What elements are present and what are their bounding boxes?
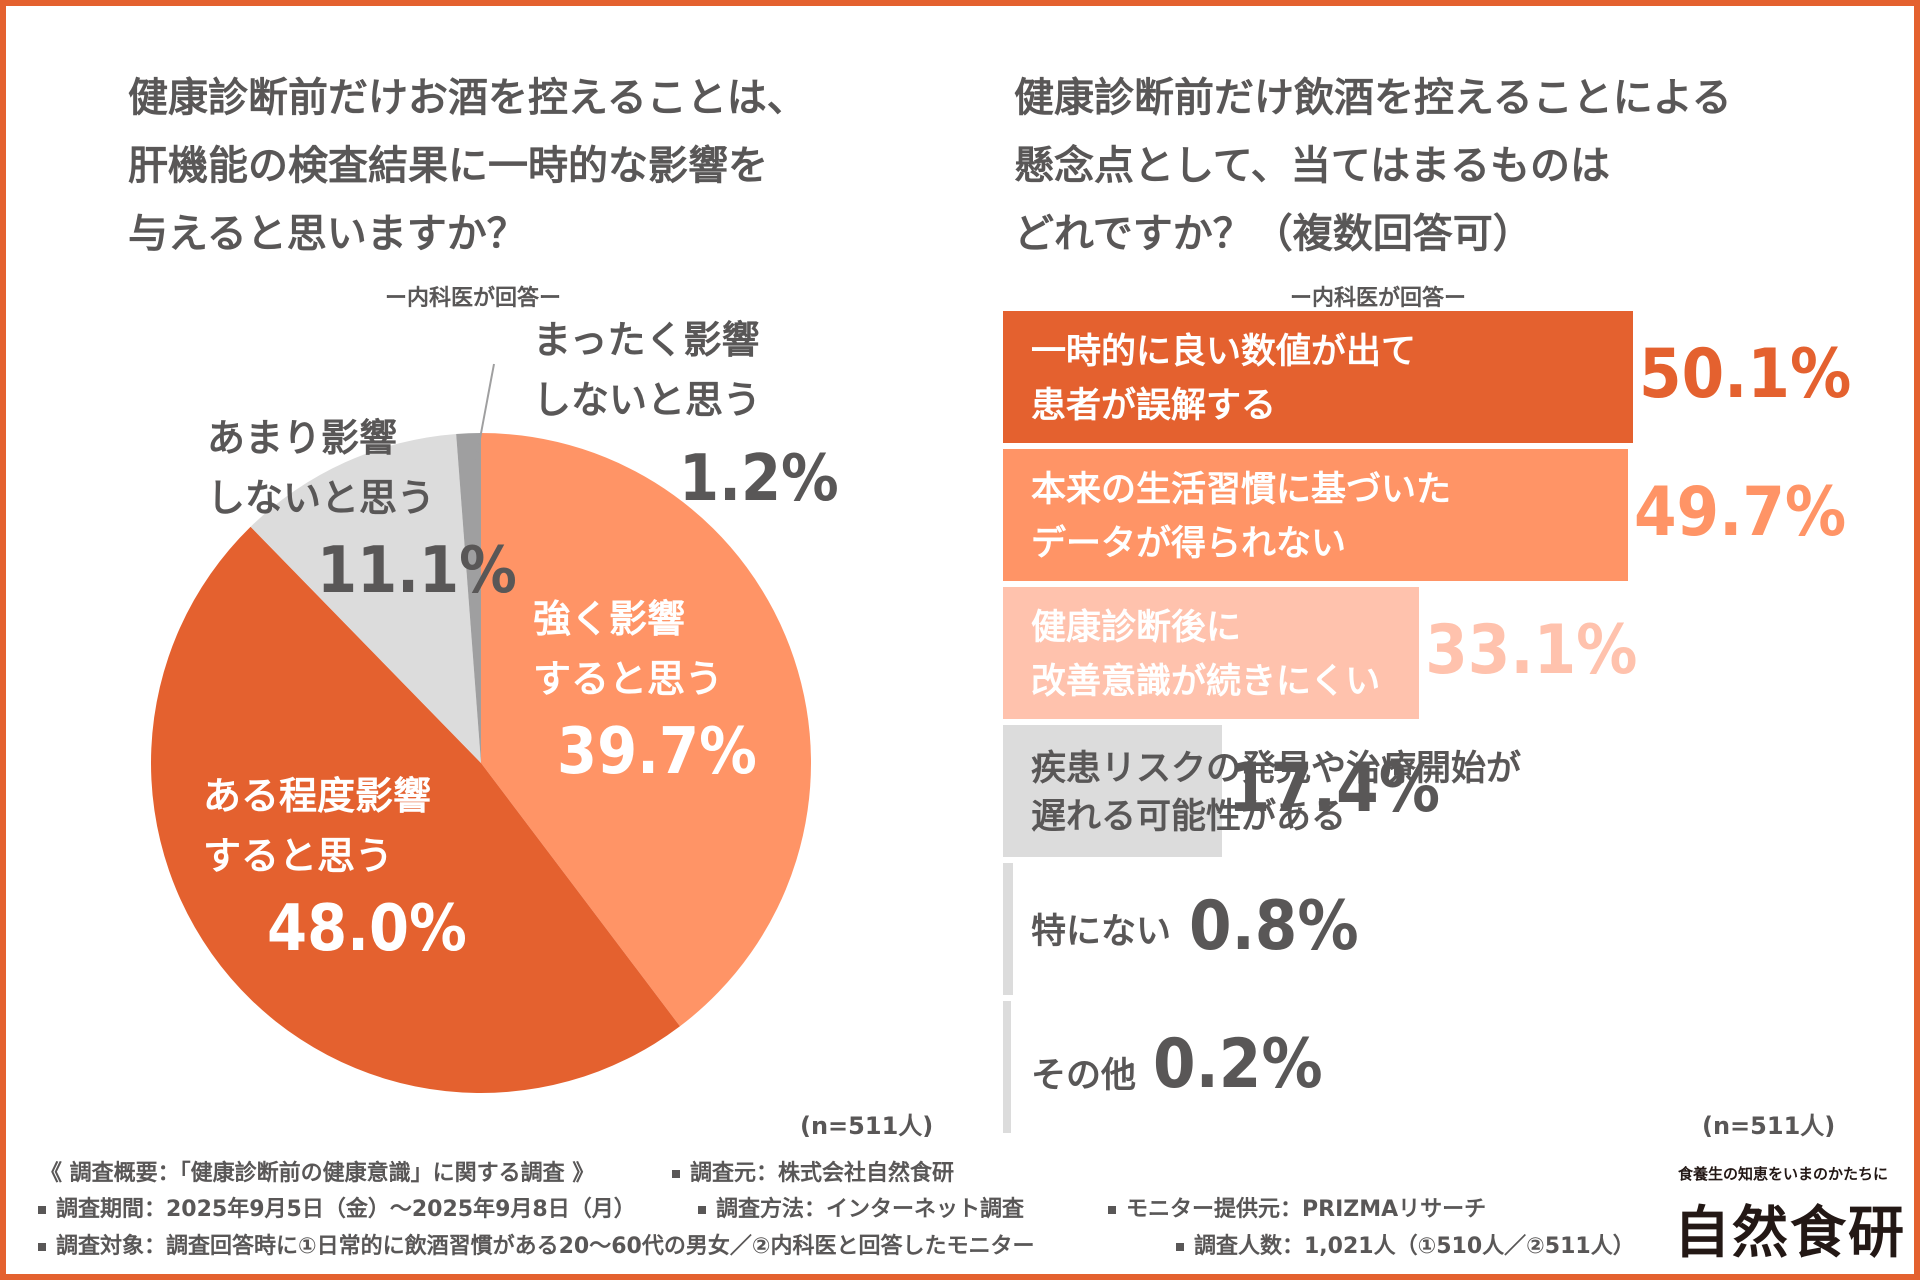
footer-source-text: 調査元：株式会社自然食研 [690, 1161, 955, 1186]
bullet-square [38, 1206, 46, 1214]
pie-value-strong: 39.7% [557, 715, 757, 789]
brand-tagline: 食養生の知恵をいまのかたちに [1678, 1165, 1889, 1183]
footer-monitor-text: モニター提供元：PRIZMAリサーチ [1126, 1197, 1487, 1222]
pie-label-none: まったく影響 しないと思う 1.2% [533, 310, 839, 522]
bar-label-line: 患者が誤解する [1031, 386, 1277, 426]
bar [1003, 725, 1222, 857]
bullet-square [1176, 1243, 1184, 1251]
bar-label-line: データが得られない [1031, 524, 1347, 564]
bar-label-line: その他 [1031, 1056, 1137, 1096]
footer-period: 調査期間：2025年9月5日（金）〜2025年9月8日（月） [38, 1191, 636, 1223]
pie-chart [151, 433, 811, 1093]
footer-period-text: 調査期間：2025年9月5日（金）〜2025年9月8日（月） [56, 1197, 636, 1222]
left-title-line: 健康診断前だけお酒を控えることは、 [128, 75, 807, 121]
footer-monitor: モニター提供元：PRIZMAリサーチ [1108, 1191, 1486, 1223]
pie-label-little-line1: あまり影響 [207, 416, 398, 460]
pie-label-strong-line2: すると思う [533, 657, 724, 701]
left-subtitle: ー内科医が回答ー [385, 286, 562, 311]
bar [1003, 311, 1633, 443]
pie-value-little: 11.1% [317, 534, 517, 608]
bar-label: 本来の生活習慣に基づいた データが得られない [1031, 463, 1451, 571]
pie-label-little: あまり影響 しないと思う 11.1% [207, 408, 517, 614]
bar-label-line: 本来の生活習慣に基づいた [1031, 470, 1452, 510]
bar-label: その他 [1031, 1049, 1136, 1103]
left-sample-size: (n=511人) [800, 1112, 934, 1140]
pie-label-little-line2: しないと思う [207, 476, 436, 520]
right-sample-size: (n=511人) [1702, 1112, 1836, 1140]
pie-value-moderate: 48.0% [267, 892, 467, 966]
bullet-square [38, 1243, 46, 1251]
footer-method: 調査方法：インターネット調査 [698, 1191, 1024, 1223]
pie-label-moderate-line1: ある程度影響 [203, 774, 432, 818]
bar-label: 健康診断後に 改善意識が続きにくい [1031, 601, 1380, 709]
bullet-square [698, 1206, 706, 1214]
brand-logo: 自然食研 [1674, 1200, 1906, 1266]
bar-label: 疾患リスクの発見や治療開始が 遅れる可能性がある [1031, 745, 1521, 841]
pie-slice-little [250, 433, 481, 763]
pie-label-strong-line1: 強く影響 [533, 597, 686, 641]
right-question-title: 健康診断前だけ飲酒を控えることによる 懸念点として、当てはまるものは どれですか… [1014, 64, 1732, 268]
pie-label-none-line1: まったく影響 [533, 318, 760, 362]
bar-label-line: 改善意識が続きにくい [1031, 662, 1381, 702]
bar-label-line: 疾患リスクの発見や治療開始が [1031, 749, 1522, 789]
footer-summary: 《 調査概要：「健康診断前の健康意識」に関する調査 》 [40, 1161, 595, 1186]
bar [1003, 587, 1420, 719]
left-question-title: 健康診断前だけお酒を控えることは、 肝機能の検査結果に一時的な影響を 与えると思… [128, 64, 807, 268]
bullet-square [1108, 1206, 1116, 1214]
right-title-line: 懸念点として、当てはまるものは [1014, 143, 1610, 189]
bar-label-line: 一時的に良い数値が出て [1031, 332, 1417, 372]
footer-count: 調査人数：1,021人（①510人／②511人） [1176, 1228, 1635, 1260]
bar-value: 49.7% [1633, 473, 1847, 552]
pie-label-none-line2: しないと思う [533, 378, 762, 422]
bar-value: 33.1% [1425, 611, 1638, 690]
pie-label-moderate: ある程度影響 すると思う 48.0% [203, 766, 467, 972]
footer-source: 調査元：株式会社自然食研 [672, 1155, 954, 1187]
pie-slice-none [456, 433, 481, 763]
footer-target: 調査対象：調査回答時に①日常的に飲酒習慣がある20〜60代の男女／②内科医と回答… [38, 1228, 1035, 1260]
bar-label-line: 遅れる可能性がある [1031, 797, 1347, 837]
pie-label-moderate-line2: すると思う [203, 834, 394, 878]
pie-value-none: 1.2% [679, 442, 839, 516]
bar-label-line: 特にない [1031, 912, 1172, 952]
bar-label: 一時的に良い数値が出て 患者が誤解する [1031, 325, 1416, 433]
bar-label: 特にない [1031, 905, 1171, 959]
pie-slice-moderate [151, 526, 680, 1093]
bar [1003, 863, 1014, 995]
left-title-line: 肝機能の検査結果に一時的な影響を [128, 143, 768, 189]
bar-value: 17.4% [1227, 749, 1441, 828]
bar-value: 0.2% [1153, 1025, 1323, 1104]
footer-method-text: 調査方法：インターネット調査 [716, 1197, 1025, 1222]
right-title-line: 健康診断前だけ飲酒を控えることによる [1014, 75, 1732, 121]
leader-line [475, 363, 495, 461]
right-subtitle: ー内科医が回答ー [1290, 286, 1467, 311]
footer-count-text: 調査人数：1,021人（①510人／②511人） [1194, 1234, 1635, 1259]
bullet-square [672, 1170, 680, 1178]
bar-value: 50.1% [1639, 335, 1852, 414]
footer-target-text: 調査対象：調査回答時に①日常的に飲酒習慣がある20〜60代の男女／②内科医と回答… [56, 1234, 1035, 1259]
bar-value: 0.8% [1189, 887, 1359, 966]
left-title-line: 与えると思いますか？ [128, 211, 527, 257]
right-title-line: どれですか？（複数回答可） [1014, 211, 1533, 257]
pie-slice-strong [481, 433, 811, 1027]
bar [1003, 449, 1628, 581]
bar-label-line: 健康診断後に [1031, 608, 1242, 648]
pie-label-strong: 強く影響 すると思う 39.7% [533, 589, 757, 795]
bar [1003, 1001, 1011, 1133]
